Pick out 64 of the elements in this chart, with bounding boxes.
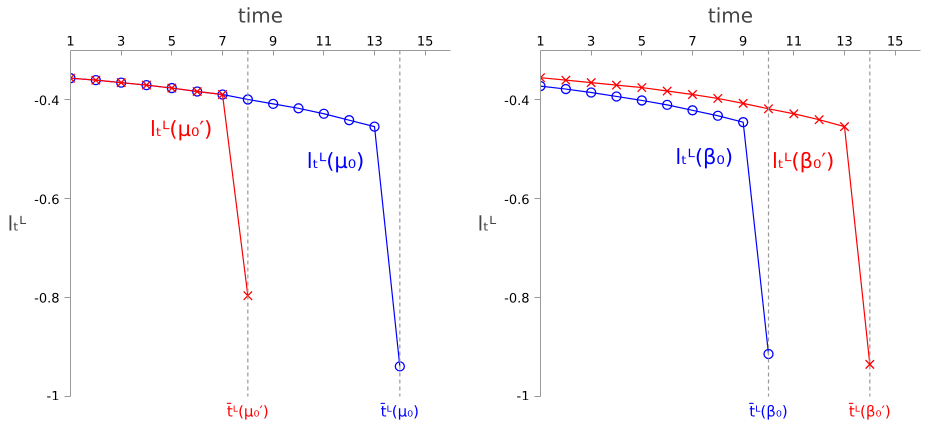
x-tick-label: 13 bbox=[366, 34, 383, 50]
x-tick-label: 13 bbox=[836, 34, 853, 50]
x-tick-label: 3 bbox=[587, 34, 596, 50]
x-tick-label: 3 bbox=[117, 34, 126, 50]
point bbox=[293, 103, 304, 114]
x-tick-label: 9 bbox=[269, 34, 278, 50]
ref-line-label: t̄ᴸ(β₀) bbox=[749, 402, 788, 420]
point bbox=[688, 90, 698, 100]
point bbox=[268, 98, 278, 110]
point bbox=[687, 105, 698, 116]
y-axis-title: lₜᴸ bbox=[478, 212, 496, 236]
x-tick-label: 7 bbox=[688, 34, 697, 50]
point bbox=[840, 122, 850, 132]
point bbox=[394, 361, 405, 372]
point bbox=[712, 110, 723, 121]
point bbox=[318, 108, 329, 119]
point bbox=[788, 108, 799, 119]
y-tick-label: -0.6 bbox=[34, 192, 60, 208]
point bbox=[763, 348, 774, 360]
ref-line-label: t̄ᴸ(μ₀′) bbox=[226, 402, 269, 420]
point bbox=[611, 91, 622, 102]
point bbox=[814, 114, 824, 125]
point bbox=[738, 98, 748, 108]
point bbox=[662, 86, 672, 96]
point bbox=[586, 78, 596, 88]
y-tick-label: -0.8 bbox=[34, 292, 60, 307]
point bbox=[612, 80, 622, 90]
x-axis-title: time bbox=[708, 4, 754, 28]
x-tick-label: 5 bbox=[168, 34, 176, 50]
x-tick-label: 7 bbox=[218, 34, 227, 50]
x-tick-label: 9 bbox=[739, 34, 748, 50]
x-tick-label: 11 bbox=[316, 34, 332, 50]
x-tick-label: 5 bbox=[638, 34, 646, 50]
point bbox=[560, 75, 571, 86]
series-label: lₜᴸ(β₀) bbox=[675, 144, 734, 169]
x-tick-label: 15 bbox=[886, 34, 904, 50]
ref-line-label: t̄ᴸ(μ₀) bbox=[380, 402, 420, 420]
x-tick-label: 11 bbox=[786, 34, 802, 50]
point bbox=[242, 290, 253, 301]
series-label: lₜᴸ(μ₀′) bbox=[150, 117, 212, 142]
point bbox=[864, 359, 875, 370]
y-tick-label: -0.8 bbox=[504, 292, 530, 307]
y-tick-label: -0.6 bbox=[504, 192, 530, 208]
point bbox=[738, 117, 748, 128]
point bbox=[369, 121, 380, 132]
point bbox=[636, 95, 647, 106]
x-tick-label: 1 bbox=[536, 34, 545, 50]
point bbox=[560, 84, 571, 94]
x-tick-label: 15 bbox=[416, 34, 434, 50]
series-label: lₜᴸ(β₀′) bbox=[772, 149, 834, 174]
y-tick-label: -0.4 bbox=[504, 94, 530, 109]
point bbox=[344, 115, 354, 126]
point bbox=[764, 104, 774, 114]
point bbox=[586, 87, 596, 98]
series-label: lₜᴸ(μ₀) bbox=[306, 149, 364, 174]
y-axis-title: lₜᴸ bbox=[8, 212, 26, 236]
x-tick-label: 1 bbox=[66, 34, 75, 50]
ref-line-label: t̄ᴸ(β₀′) bbox=[848, 402, 891, 420]
x-axis-title: time bbox=[238, 4, 284, 28]
point bbox=[242, 94, 253, 105]
point bbox=[662, 100, 672, 110]
y-tick-label: -0.4 bbox=[34, 94, 60, 109]
point bbox=[712, 94, 723, 104]
point bbox=[636, 82, 647, 92]
